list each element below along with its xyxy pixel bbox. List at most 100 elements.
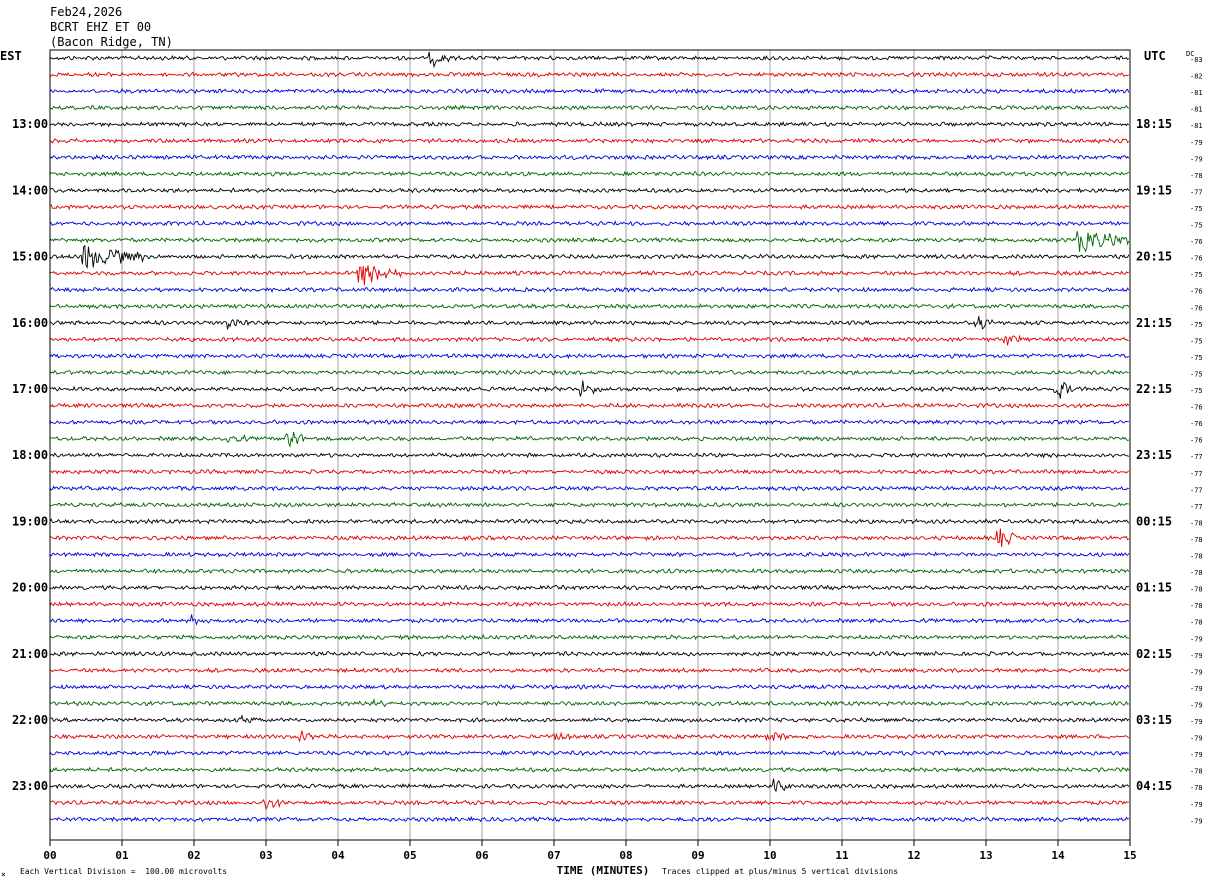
- left-hour-label: 13:00: [12, 117, 48, 131]
- trace-line: [49, 431, 1130, 448]
- header-station: BCRT EHZ ET 00: [50, 20, 152, 34]
- right-hour-label: 19:15: [1136, 183, 1172, 197]
- trace-line: [49, 369, 1129, 376]
- trace-line: [49, 302, 1130, 310]
- dc-label: DC: [1186, 50, 1194, 58]
- dc-offset-label: -78: [1190, 619, 1203, 627]
- dc-offset-label: -76: [1190, 437, 1203, 445]
- right-hour-label: 03:15: [1136, 713, 1172, 727]
- dc-offset-label: -76: [1190, 238, 1203, 246]
- left-hour-label: 14:00: [12, 183, 48, 197]
- x-tick-label: 11: [835, 849, 849, 862]
- x-tick-label: 02: [187, 849, 200, 862]
- trace-line: [49, 244, 1130, 269]
- dc-offset-label: -77: [1190, 188, 1203, 196]
- trace-line: [49, 584, 1130, 591]
- dc-offset-label: -77: [1190, 453, 1203, 461]
- right-hour-label: 21:15: [1136, 316, 1172, 330]
- right-hour-label: 04:15: [1136, 779, 1172, 793]
- dc-offset-label: -77: [1190, 470, 1203, 478]
- scale-note: Each Vertical Division = 100.00 microvol…: [20, 867, 228, 876]
- trace-line: [49, 518, 1130, 525]
- right-hour-label: 22:15: [1136, 382, 1172, 396]
- dc-offset-label: -81: [1190, 122, 1203, 130]
- dc-offset-label: -78: [1190, 536, 1203, 544]
- trace-line: [49, 352, 1130, 360]
- left-hour-labels: 13:00 14:00 15:00 16:00 17:00 18:00 19:00 20:00…: [12, 117, 48, 793]
- dc-offset-label: -78: [1190, 602, 1203, 610]
- trace-line: [49, 451, 1130, 459]
- dc-offset-label: -76: [1190, 304, 1203, 312]
- right-hour-label: 02:15: [1136, 647, 1172, 661]
- dc-offset-label: -77: [1190, 503, 1203, 511]
- dc-offset-label: -79: [1190, 718, 1203, 726]
- dc-offset-label: -75: [1190, 271, 1203, 279]
- trace-line: [49, 154, 1130, 161]
- dc-offset-label: -75: [1190, 387, 1203, 395]
- dc-offset-label: -76: [1190, 404, 1203, 412]
- dc-offset-label: -78: [1190, 519, 1203, 527]
- x-tick-label: 14: [1051, 849, 1065, 862]
- x-tick-label: 05: [403, 849, 416, 862]
- x-tick-label: 15: [1123, 849, 1136, 862]
- x-tick-label: 06: [475, 849, 489, 862]
- trace-line: [49, 567, 1130, 575]
- header-date: Feb24,2026: [50, 5, 123, 19]
- trace-line: [49, 419, 1129, 426]
- dc-offset-label: -79: [1190, 139, 1203, 147]
- plot-frame: [49, 49, 1131, 841]
- left-hour-label: 21:00: [12, 647, 48, 661]
- trace-line: [49, 265, 1130, 286]
- dc-offset-label: -79: [1190, 701, 1203, 709]
- dc-offset-label: -79: [1190, 817, 1203, 825]
- dc-offset-label: -79: [1190, 751, 1203, 759]
- dc-offset-label: -81: [1190, 89, 1203, 97]
- dc-offset-label: -78: [1190, 172, 1203, 180]
- trace-line: [49, 815, 1130, 823]
- dc-offset-label: -75: [1190, 321, 1203, 329]
- trace-line: [49, 633, 1130, 641]
- x-tick-label: 01: [115, 849, 129, 862]
- right-hour-label: 18:15: [1136, 117, 1172, 131]
- dc-offset-label: -75: [1190, 370, 1203, 378]
- x-tick-label: 03: [259, 849, 272, 862]
- dc-offset-label: -78: [1190, 784, 1203, 792]
- dc-offset-label: -77: [1190, 486, 1203, 494]
- right-hour-label: 20:15: [1136, 250, 1172, 264]
- x-axis-ticks: 00 01 02 03 04 05 06 07 08 09 10 11 12 13 14 15: [43, 840, 1137, 862]
- trace-line: [49, 203, 1129, 211]
- dc-offset-label: -83: [1190, 56, 1203, 64]
- left-timezone-label: EST: [0, 49, 22, 63]
- trace-line: [49, 798, 1129, 811]
- x-tick-label: 07: [547, 849, 560, 862]
- vertical-grid: [121, 50, 1059, 840]
- trace-line: [49, 601, 1129, 608]
- dc-offset-label: -79: [1190, 685, 1203, 693]
- trace-line: [49, 220, 1129, 227]
- dc-offset-label: -75: [1190, 222, 1203, 230]
- left-hour-label: 19:00: [12, 514, 48, 528]
- trace-line: [49, 667, 1130, 674]
- dc-offset-label: -75: [1190, 205, 1203, 213]
- trace-line: [49, 187, 1130, 194]
- corner-mark: ×: [1, 870, 6, 879]
- x-tick-label: 04: [331, 849, 345, 862]
- dc-offset-label: -75: [1190, 354, 1203, 362]
- x-tick-label: 08: [619, 849, 632, 862]
- trace-line: [49, 402, 1130, 409]
- trace-line: [49, 485, 1130, 492]
- right-hour-label: 01:15: [1136, 581, 1172, 595]
- dc-offset-label: -81: [1190, 106, 1203, 114]
- trace-line: [49, 501, 1129, 508]
- trace-line: [49, 286, 1130, 293]
- trace-line: [49, 650, 1129, 657]
- left-hour-label: 23:00: [12, 779, 48, 793]
- clip-note: Traces clipped at plus/minus 5 vertical …: [662, 867, 899, 876]
- trace-line: [49, 71, 1130, 78]
- trace-line: [49, 316, 1130, 330]
- right-hour-labels: 18:15 19:15 20:15 21:15 22:15 23:15 00:15 01:15…: [1136, 117, 1172, 793]
- dc-offset-label: -76: [1190, 255, 1203, 263]
- trace-line: [49, 528, 1130, 548]
- x-tick-label: 13: [979, 849, 992, 862]
- right-timezone-label: UTC: [1144, 49, 1166, 63]
